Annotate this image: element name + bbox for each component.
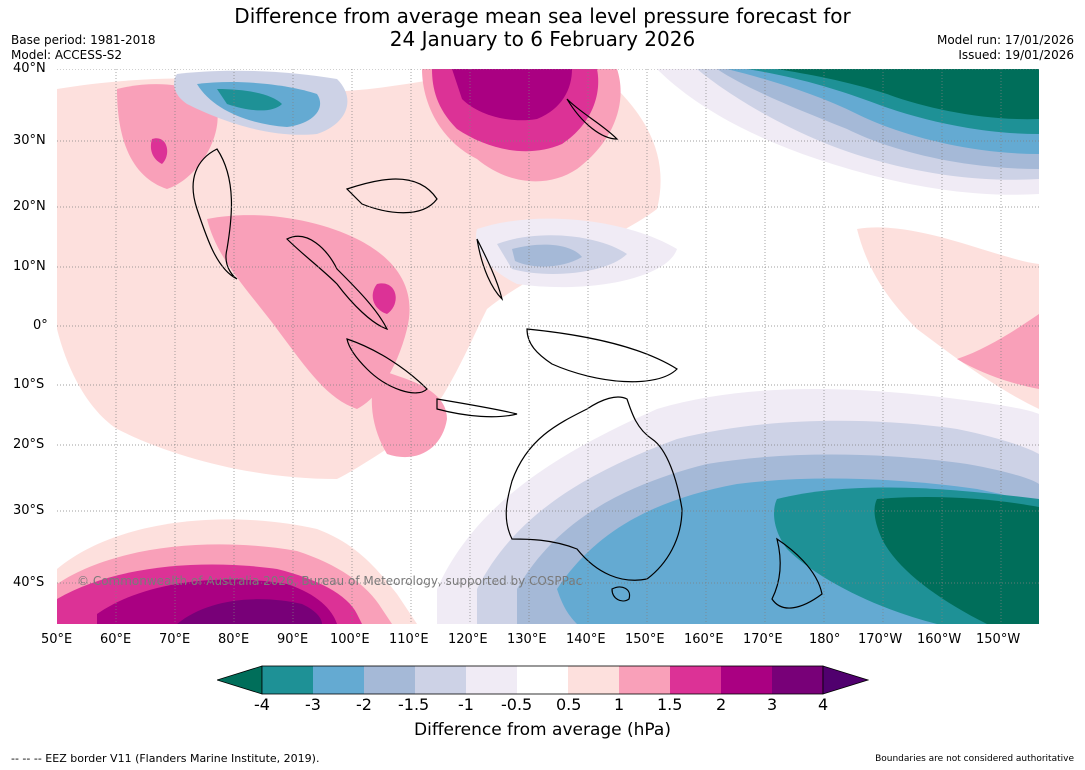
tasmania-coastline [611,586,631,602]
lon-label-150e: 150°E [625,632,665,647]
philippines-coastline [476,238,504,301]
lon-label-170e: 170°E [743,632,783,647]
lon-label-70e: 70°E [159,632,191,647]
lon-label-90e: 90°E [277,632,309,647]
colorbar [217,665,869,695]
colorbar-tick-minus-0-5: -0.5 [501,695,533,714]
chart-title-line-1: Difference from average mean sea level p… [234,4,851,28]
colorbar-swatch [619,666,670,694]
lat-label-20s: 20°S [13,437,45,452]
colorbar-swatch [262,666,313,694]
colorbar-tick-minus-1-5: -1.5 [398,695,430,714]
lat-label-30n: 30°N [13,133,46,148]
lon-label-180: 180° [809,632,841,647]
japan-coastline [566,98,619,140]
lat-label-40n: 40°N [13,61,46,76]
colorbar-extend-high-arrow [822,665,869,695]
anomaly-fields [57,69,1039,624]
graticule [57,69,1039,624]
base-period-label: Base period: 1981-2018 [11,33,156,47]
pressure-anomaly-map: © Commonwealth of Australia 2026, Bureau… [57,69,1039,624]
australia-coastline [505,396,683,581]
colorbar-swatch [313,666,364,694]
lon-label-60e: 60°E [100,632,132,647]
anomaly-region-minus-1-5-philippine-sea [512,244,582,267]
anomaly-region-minus-3-himalaya [217,89,282,111]
colorbar-axis-label: Difference from average (hPa) [414,720,671,740]
colorbar-tick-plus-1: 1 [614,695,625,714]
lon-label-160e: 160°E [684,632,724,647]
anomaly-region-plus-1-tibet [117,84,218,189]
lat-label-30s: 30°S [13,503,45,518]
chart-title-line-2: 24 January to 6 February 2026 [389,27,696,51]
colorbar-swatch [721,666,772,694]
colorbar-tick-minus-4: -4 [254,695,270,714]
colorbar-swatch [772,666,823,694]
colorbar-swatch [364,666,415,694]
eez-border-note: -- -- -- EEZ border V11 (Flanders Marine… [11,752,320,765]
boundaries-disclaimer: Boundaries are not considered authoritat… [875,754,1074,764]
lon-label-170w: 170°W [858,632,903,647]
anomaly-region-plus-3-sio [177,599,322,624]
anomaly-region-plus-1-5-india [150,138,168,164]
lat-label-20n: 20°N [13,199,46,214]
lat-label-10n: 10°N [13,259,46,274]
colorbar-tick-minus-2: -2 [356,695,372,714]
sumatra-coastline [346,338,428,394]
new-guinea-coastline [526,328,678,383]
china-coastline [345,178,438,214]
anomaly-region-plus-1-cpac [957,314,1039,389]
colorbar-swatch [670,666,721,694]
lon-label-110e: 110°E [389,632,429,647]
model-run-label: Model run: 17/01/2026 [936,33,1074,47]
colorbar-swatch [466,666,517,694]
colorbar-swatch [568,666,619,694]
colorbar-tick-minus-3: -3 [305,695,321,714]
colorbar-tick-minus-1: -1 [458,695,474,714]
lon-label-120e: 120°E [448,632,488,647]
anomaly-region-minus-4-npac [777,69,1039,120]
model-label: Model: ACCESS-S2 [11,48,123,62]
lat-label-40s: 40°S [13,575,45,590]
anomaly-region-minus-4-spac [874,496,1039,624]
lon-label-80e: 80°E [218,632,250,647]
colorbar-tick-plus-1-5: 1.5 [657,695,683,714]
colorbar-tick-plus-2: 2 [716,695,727,714]
indochina-coastline [285,235,389,331]
lat-label-equator: 0° [33,318,48,333]
map-copyright-notice: © Commonwealth of Australia 2026, Bureau… [77,574,582,588]
anomaly-region-plus-1-5-sumatra [372,283,396,314]
colorbar-extend-low-arrow [217,665,263,695]
new-zealand-coastline [771,537,823,609]
anomaly-region-plus-1-maritime [371,369,447,458]
lon-label-150w: 150°W [976,632,1021,647]
india-coastline [192,148,238,280]
lat-label-10s: 10°S [13,377,45,392]
colorbar-swatch [517,666,568,694]
colorbar-tick-plus-3: 3 [767,695,778,714]
lon-label-50e: 50°E [41,632,73,647]
lon-label-140e: 140°E [566,632,606,647]
issued-label: Issued: 19/01/2026 [958,48,1074,62]
lon-label-160w: 160°W [917,632,962,647]
java-coastline [436,398,518,418]
lon-label-100e: 100°E [330,632,370,647]
lon-label-130e: 130°E [507,632,547,647]
anomaly-region-plus-2-china [452,69,572,121]
coastlines [192,98,823,609]
colorbar-tick-plus-4: 4 [818,695,829,714]
colorbar-swatch [415,666,466,694]
colorbar-tick-plus-0-5: 0.5 [556,695,582,714]
